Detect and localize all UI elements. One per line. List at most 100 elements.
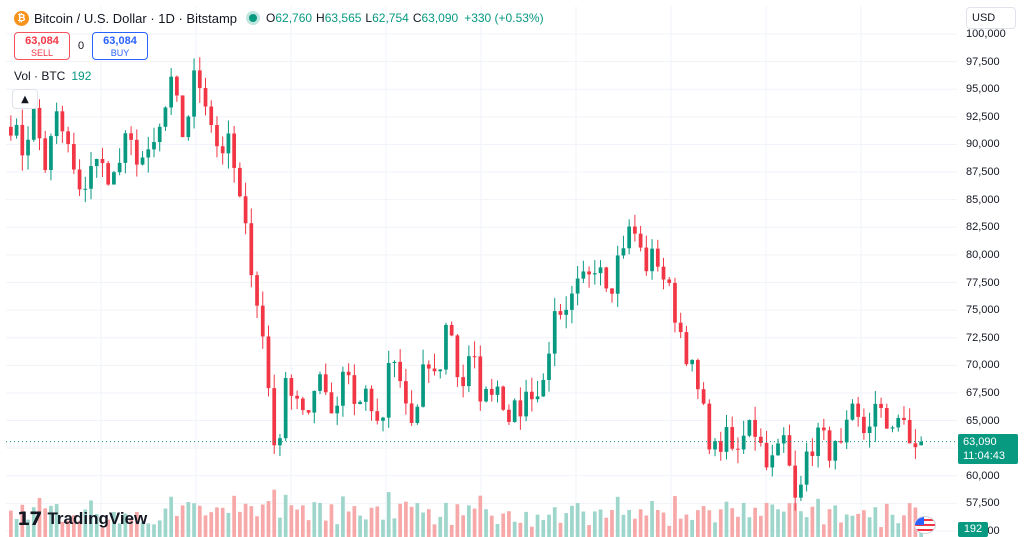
candle-body — [736, 448, 740, 450]
volume-bar — [209, 512, 214, 537]
ohlc-high: H63,565 — [316, 11, 361, 25]
tradingview-logo[interactable]: 17 TradingView — [17, 508, 147, 530]
volume-bar — [564, 513, 569, 537]
volume-bar — [484, 509, 488, 537]
volume-bar — [140, 522, 145, 537]
candle-body — [66, 131, 70, 145]
candle-body — [238, 167, 242, 197]
candle-body — [501, 386, 506, 410]
volume-bar — [747, 517, 752, 537]
volume-legend[interactable]: Vol · BTC 192 — [14, 69, 91, 83]
volume-bar — [100, 527, 105, 537]
candle-body — [312, 390, 317, 413]
volume-bar — [14, 518, 19, 537]
volume-bar — [31, 507, 36, 537]
volume-bar — [180, 505, 185, 537]
volume-bar — [358, 515, 362, 537]
symbol-title[interactable]: Bitcoin / U.S. Dollar · 1D · Bitstamp — [34, 10, 237, 26]
volume-bar — [667, 525, 672, 537]
candle-body — [94, 159, 99, 167]
volume-bar — [512, 521, 517, 537]
candle-body — [192, 70, 196, 117]
candle-body — [913, 443, 918, 448]
volume-bar — [283, 494, 288, 537]
last-price-value: 63,090 — [963, 435, 997, 448]
volume-bar — [524, 511, 528, 537]
volume-bar — [718, 509, 723, 537]
candle-body — [833, 441, 838, 461]
volume-bar — [896, 523, 901, 537]
candle-body — [844, 419, 849, 443]
volume-bar — [432, 524, 437, 537]
candle-body — [381, 417, 385, 421]
candle-body — [163, 107, 168, 127]
volume-bar — [867, 517, 872, 537]
volume-bar — [398, 503, 403, 537]
candle-body — [438, 369, 443, 372]
chart-plot-area[interactable] — [6, 6, 957, 537]
sell-button[interactable]: 63,084 SELL — [14, 32, 70, 60]
volume-value: 192 — [71, 69, 92, 83]
candle-body — [272, 388, 277, 446]
candle-body — [278, 438, 282, 446]
volume-bar — [758, 515, 763, 537]
candle-body — [461, 377, 465, 387]
buy-button[interactable]: 63,084 BUY — [92, 32, 148, 60]
candle-body — [850, 403, 855, 420]
candle-body — [741, 435, 746, 450]
collapse-legend-button[interactable]: ▲ — [12, 89, 38, 109]
candle-body — [512, 400, 517, 422]
candle-body — [650, 248, 654, 272]
candle-body — [186, 116, 191, 138]
volume-bar — [575, 503, 580, 537]
candle-body — [867, 426, 872, 434]
candle-body — [661, 266, 666, 280]
candle-body — [112, 172, 116, 185]
price-axis-label: 67,500 — [966, 386, 1000, 399]
flag-canton — [915, 517, 924, 525]
price-axis-label: 97,500 — [966, 55, 1000, 68]
volume-bar — [787, 503, 792, 537]
volume-bar — [43, 508, 48, 537]
volume-bar — [902, 515, 906, 537]
volume-bar — [529, 526, 534, 537]
currency-selector[interactable]: USD — [966, 7, 1016, 29]
candle-body — [180, 95, 185, 138]
candle-body — [873, 403, 878, 427]
volume-bar — [724, 501, 729, 537]
volume-bar — [60, 521, 65, 537]
currency-label: USD — [972, 12, 996, 24]
candle-body — [100, 159, 105, 164]
volume-bar — [37, 497, 42, 537]
volume-bar — [249, 506, 254, 537]
volume-bar — [71, 515, 76, 537]
volume-bar — [770, 504, 775, 537]
volume-bar — [409, 506, 414, 537]
candle-body — [919, 441, 923, 446]
price-axis-label: 77,500 — [966, 276, 1000, 289]
ohlc-low-key: L — [365, 11, 373, 25]
candle-body — [152, 142, 156, 150]
candle-body — [335, 405, 340, 414]
candle-body — [770, 455, 775, 468]
candle-body — [26, 139, 30, 156]
symbol-header: ₿ Bitcoin / U.S. Dollar · 1D · Bitstamp … — [14, 8, 544, 28]
candle-body — [799, 484, 803, 498]
us-flag-icon[interactable] — [914, 516, 936, 534]
candle-body — [638, 233, 643, 248]
volume-bar — [49, 505, 53, 537]
candlestick-chart[interactable] — [6, 6, 957, 537]
volume-bar — [386, 492, 391, 537]
volume-bar — [673, 496, 677, 537]
candle-body — [484, 388, 488, 402]
flag-stripe — [915, 524, 935, 526]
volume-bar — [438, 516, 443, 537]
volume-bar — [804, 517, 809, 537]
candle-body — [404, 381, 408, 404]
volume-bar — [764, 502, 769, 537]
candle-body — [753, 419, 757, 437]
volume-bar — [489, 515, 494, 537]
candle-body — [197, 70, 202, 89]
volume-bar — [404, 501, 408, 537]
volume-bar — [547, 514, 551, 537]
